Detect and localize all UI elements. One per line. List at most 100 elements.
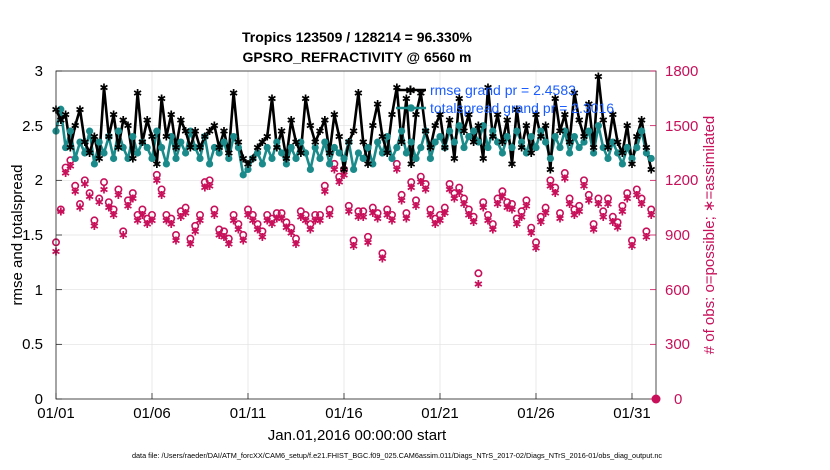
obs-assimilated-point: ✱ bbox=[565, 198, 574, 211]
totalspread-point bbox=[585, 127, 593, 135]
obs-assimilated-point: ✱ bbox=[450, 193, 459, 206]
rmse-point: ✱ bbox=[522, 120, 531, 133]
rmse-point: ✱ bbox=[421, 125, 430, 138]
obs-possible-point bbox=[464, 205, 473, 214]
totalspread-point bbox=[90, 160, 98, 168]
obs-possible-point bbox=[483, 210, 492, 219]
obs-assimilated-point: ✱ bbox=[363, 236, 372, 249]
totalspread-point bbox=[196, 154, 204, 163]
rmse-point: ✱ bbox=[315, 125, 324, 138]
rmse-point: ✱ bbox=[296, 147, 305, 160]
totalspread-point bbox=[628, 154, 636, 163]
obs-possible-point bbox=[546, 176, 555, 185]
totalspread-point bbox=[225, 154, 233, 163]
totalspread-point bbox=[278, 149, 286, 157]
rmse-point: ✱ bbox=[109, 109, 118, 122]
obs-possible-point bbox=[647, 205, 656, 214]
totalspread-point bbox=[494, 138, 502, 146]
obs-possible-point bbox=[411, 196, 420, 205]
obs-possible-point bbox=[239, 231, 248, 240]
obs-assimilated-point: ✱ bbox=[589, 224, 598, 237]
obs-possible-point bbox=[80, 176, 89, 185]
rmse-point: ✱ bbox=[618, 147, 627, 160]
totalspread-point bbox=[263, 143, 271, 152]
y2-tick-label: 900 bbox=[665, 227, 690, 244]
totalspread-point bbox=[575, 143, 583, 152]
totalspread-point bbox=[330, 143, 338, 152]
obs-assimilated-point: ✱ bbox=[603, 198, 612, 211]
rmse-point: ✱ bbox=[637, 114, 646, 127]
totalspread-point bbox=[369, 160, 377, 168]
y2-tick-label: 300 bbox=[665, 336, 690, 353]
obs-possible-point bbox=[210, 205, 219, 214]
rmse-point: ✱ bbox=[239, 152, 248, 165]
totalspread-point bbox=[268, 154, 276, 163]
totalspread-point bbox=[590, 149, 598, 157]
obs-assimilated-point: ✱ bbox=[296, 211, 305, 224]
rmse-point: ✱ bbox=[85, 147, 94, 160]
obs-assimilated-point: ✱ bbox=[575, 205, 584, 218]
rmse-point: ✱ bbox=[291, 136, 300, 149]
obs-possible-point bbox=[594, 194, 603, 203]
totalspread-point bbox=[297, 138, 305, 146]
series-layer: ✱✱✱✱✱✱✱✱✱✱✱✱✱✱✱✱✱✱✱✱✱✱✱✱✱✱✱✱✱✱✱✱✱✱✱✱✱✱✱✱… bbox=[51, 70, 655, 291]
totalspread-point bbox=[311, 143, 319, 152]
totalspread-point bbox=[220, 138, 228, 146]
obs-assimilated-point: ✱ bbox=[320, 185, 329, 198]
totalspread-point bbox=[383, 133, 391, 141]
totalspread-point bbox=[306, 165, 314, 173]
rmse-point: ✱ bbox=[445, 114, 454, 127]
totalspread-point bbox=[532, 143, 540, 152]
rmse-point: ✱ bbox=[613, 136, 622, 149]
obs-possible-point bbox=[435, 210, 444, 219]
totalspread-point bbox=[623, 143, 631, 152]
rmse-point: ✱ bbox=[90, 131, 99, 144]
totalspread-point bbox=[210, 143, 218, 152]
rmse-line bbox=[54, 75, 653, 171]
rmse-point: ✱ bbox=[320, 114, 329, 127]
rmse-point: ✱ bbox=[363, 158, 372, 171]
obs-assimilated-point: ✱ bbox=[455, 187, 464, 200]
totalspread-point bbox=[354, 149, 362, 157]
obs-possible-point bbox=[637, 194, 646, 203]
obs-assimilated-point: ✱ bbox=[186, 238, 195, 251]
totalspread-point bbox=[57, 105, 65, 113]
obs-possible-point bbox=[148, 210, 157, 219]
obs-assimilated-point: ✱ bbox=[75, 202, 84, 215]
obs-possible-point bbox=[498, 187, 507, 196]
totalspread-point bbox=[321, 138, 329, 146]
rmse-point: ✱ bbox=[181, 125, 190, 138]
obs-assimilated-point: ✱ bbox=[431, 218, 440, 231]
obs-assimilated-point: ✱ bbox=[618, 205, 627, 218]
obs-assimilated-point: ✱ bbox=[248, 214, 257, 227]
obs-assimilated-point: ✱ bbox=[128, 193, 137, 206]
rmse-point: ✱ bbox=[157, 92, 166, 105]
obs-possible-point bbox=[397, 190, 406, 199]
obs-assimilated-point: ✱ bbox=[493, 198, 502, 211]
obs-assimilated-point: ✱ bbox=[421, 183, 430, 196]
obs-assimilated-point: ✱ bbox=[402, 213, 411, 226]
obs-assimilated-point: ✱ bbox=[551, 187, 560, 200]
rmse-point: ✱ bbox=[234, 136, 243, 149]
totalspread-point bbox=[374, 138, 382, 146]
rmse-point: ✱ bbox=[517, 142, 526, 155]
obs-assimilated-point: ✱ bbox=[258, 231, 267, 244]
legend-star-icon: ✱ bbox=[405, 83, 416, 98]
rmse-point: ✱ bbox=[344, 136, 353, 149]
totalspread-point bbox=[230, 133, 238, 141]
obs-possible-point bbox=[512, 214, 521, 223]
totalspread-point bbox=[556, 143, 564, 152]
totalspread-point bbox=[426, 154, 434, 163]
totalspread-point bbox=[234, 143, 242, 152]
obs-assimilated-point: ✱ bbox=[80, 178, 89, 191]
rmse-point: ✱ bbox=[267, 92, 276, 105]
obs-assimilated-point: ✱ bbox=[339, 169, 348, 182]
totalspread-point bbox=[316, 154, 324, 163]
obs-possible-point bbox=[56, 205, 65, 214]
totalspread-point bbox=[378, 149, 386, 157]
obs-possible-point bbox=[599, 207, 608, 216]
obs-assimilated-point: ✱ bbox=[104, 202, 113, 215]
rmse-point: ✱ bbox=[243, 158, 252, 171]
obs-assimilated-point: ✱ bbox=[608, 216, 617, 229]
obs-assimilated-point: ✱ bbox=[474, 278, 483, 291]
